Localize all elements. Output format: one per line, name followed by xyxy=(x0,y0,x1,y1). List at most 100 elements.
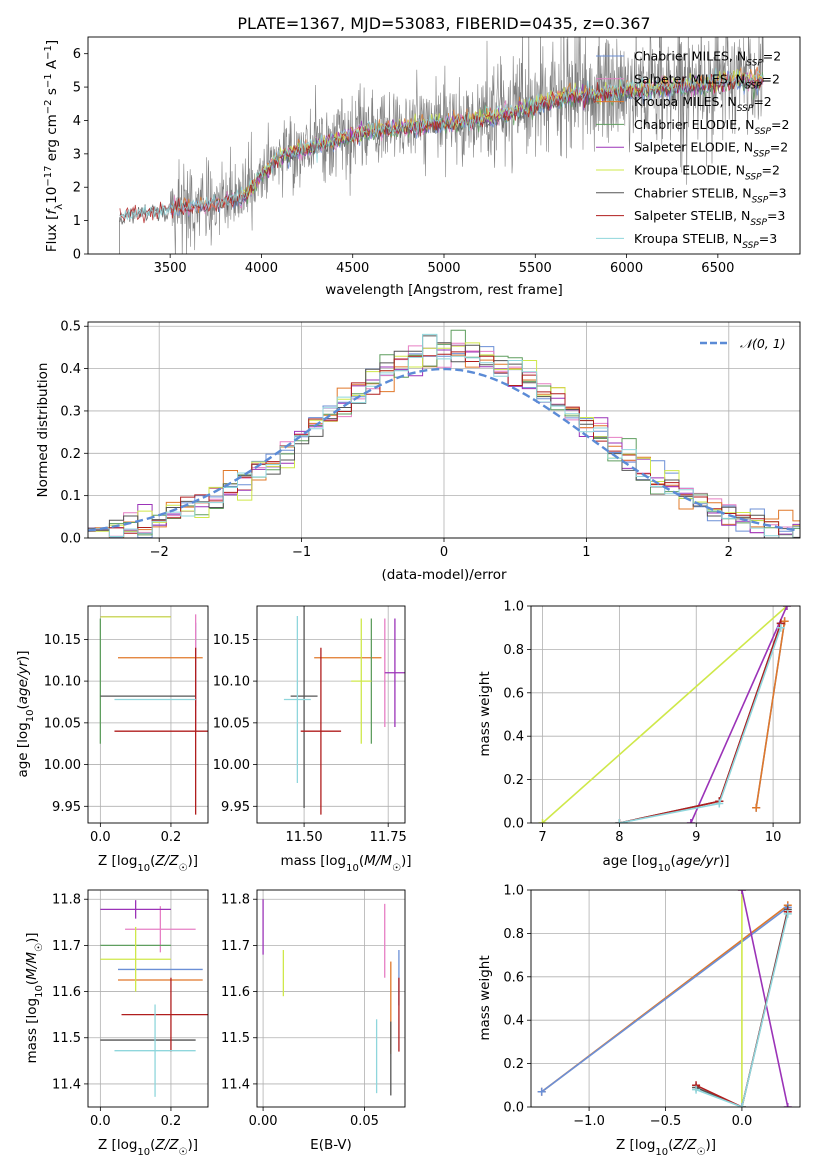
panel-3-plot-area xyxy=(99,614,208,815)
x-tick-label: 0.0 xyxy=(90,1114,111,1129)
weight-line-chabrier-stelib xyxy=(615,619,785,823)
label-part: 10 xyxy=(346,863,359,874)
weight-polyline xyxy=(695,913,789,1107)
legend-text: Salpeter MILES, N xyxy=(634,71,745,86)
legend-text: Salpeter STELIB, N xyxy=(634,208,750,223)
label-part: )] xyxy=(187,853,198,869)
x-tick-label: 0.2 xyxy=(161,1114,182,1129)
x-tick-label: 3500 xyxy=(154,261,187,276)
legend-text: =2 xyxy=(762,71,780,86)
label-part: f xyxy=(44,208,60,215)
y-tick-label: 5 xyxy=(73,81,81,96)
label-part: )] xyxy=(401,853,412,869)
legend-label-salpeter-stelib: Salpeter STELIB, NSSP=3 xyxy=(634,208,785,228)
label-part: 10 xyxy=(34,985,45,998)
label-part: ☉ xyxy=(392,863,401,874)
y-axis-label: Flux [fλ10−17 erg cm−2 s−1 A−1] xyxy=(43,40,65,252)
x-tick-label: 6000 xyxy=(610,261,643,276)
panel-7-plot-area xyxy=(262,899,400,1096)
x-tick-label: 5500 xyxy=(519,261,552,276)
label-part: ( xyxy=(15,704,31,709)
legend-text: =3 xyxy=(767,208,785,223)
legend-subscript: SSP xyxy=(746,59,763,69)
weight-line-chabrier-miles xyxy=(537,903,792,1096)
label-part: 10 xyxy=(655,1147,668,1158)
y-tick-label: 3 xyxy=(73,147,81,162)
label-part: (data-model)/error xyxy=(381,567,507,583)
label-part: ( xyxy=(24,980,40,985)
model-curve-kroupa-stelib xyxy=(119,67,764,221)
label-part: 10 xyxy=(137,1147,150,1158)
legend-text: Kroupa ELODIE, N xyxy=(634,163,745,178)
weight-polyline xyxy=(755,621,786,808)
legend-text: Chabrier STELIB, N xyxy=(634,185,752,200)
x-axis-label: age [log10(age/yr)] xyxy=(602,853,729,874)
errorbar-chabrier-stelib xyxy=(290,606,318,808)
x-tick-label: 10 xyxy=(765,830,782,845)
label-part: wavelength [Angstrom, rest frame] xyxy=(325,282,563,298)
x-tick-label: 4500 xyxy=(336,261,369,276)
y-tick-label: 0.3 xyxy=(60,404,81,419)
y-tick-label: 1.0 xyxy=(503,600,524,615)
legend-text: =2 xyxy=(763,49,781,64)
x-tick-label: 6500 xyxy=(701,261,734,276)
y-tick-label: 0.2 xyxy=(60,447,81,462)
y-tick-label: 4 xyxy=(73,114,81,129)
legend-label-kroupa-elodie: Kroupa ELODIE, NSSP=2 xyxy=(634,163,780,183)
label-part: ( xyxy=(668,1137,673,1153)
y-tick-label: 10.15 xyxy=(44,633,81,648)
panel-8-axes: −1.0 −0.5 0.0 0.0 0.2 0.4 0.6 0.8 1.0 Z [log10(Z/… xyxy=(477,884,801,1158)
weight-marker xyxy=(737,1103,746,1107)
x-tick-label: −1.0 xyxy=(573,1114,605,1129)
panel-6-frame xyxy=(87,889,209,1108)
y-tick-label: 0.1 xyxy=(60,489,81,504)
legend-subscript: SSP xyxy=(737,104,754,114)
label-part: age/yr xyxy=(676,853,721,869)
weight-polyline xyxy=(619,627,782,823)
label-part: ☉ xyxy=(696,1147,705,1158)
legend-label-salpeter-miles: Salpeter MILES, NSSP=2 xyxy=(634,71,780,91)
errorbar-salpeter-miles xyxy=(125,906,196,953)
x-axis-label: wavelength [Angstrom, rest frame] xyxy=(325,282,563,298)
legend-subscript: SSP xyxy=(742,241,759,251)
label-part: )] xyxy=(719,853,730,869)
y-tick-label: 0.2 xyxy=(503,773,524,788)
y-axis-label: mass [log10(M/M☉)] xyxy=(24,932,45,1063)
label-part: )] xyxy=(15,650,31,661)
y-axis-label: Normed distribution xyxy=(35,363,51,498)
y-tick-label: 9.95 xyxy=(221,800,250,815)
x-tick-label: 11.75 xyxy=(370,830,407,845)
y-tick-label: 11.7 xyxy=(52,939,81,954)
legend-label-chabrier-stelib: Chabrier STELIB, NSSP=3 xyxy=(634,185,787,205)
errorbar-salpeter-elodie xyxy=(100,900,171,919)
label-part: 10 xyxy=(137,863,150,874)
label-part: Flux [ xyxy=(44,215,60,253)
label-part: Z [log xyxy=(616,1137,655,1153)
y-tick-label: 6 xyxy=(73,47,81,62)
label-part: Normed distribution xyxy=(35,363,51,498)
panel-4-grid xyxy=(257,606,405,823)
y-tick-label: 11.5 xyxy=(52,1031,81,1046)
legend-subscript: SSP xyxy=(754,127,771,137)
weight-line-salpeter-stelib xyxy=(615,619,785,823)
label-part: s xyxy=(44,88,60,99)
label-part: E(B-V) xyxy=(310,1137,352,1153)
x-axis-label: (data-model)/error xyxy=(381,567,507,583)
legend-subscript: SSP xyxy=(752,195,769,205)
x-tick-label: 0.0 xyxy=(732,1114,753,1129)
panel-7-frame xyxy=(256,889,406,1108)
legend-text: Chabrier ELODIE, N xyxy=(634,117,754,132)
weight-polyline xyxy=(741,890,789,1107)
legend-text: =3 xyxy=(759,231,777,246)
legend-label-kroupa-stelib: Kroupa STELIB, NSSP=3 xyxy=(634,231,777,251)
errorbar-kroupa-stelib xyxy=(114,1004,196,1097)
label-part: M/M xyxy=(364,853,392,869)
y-tick-label: 10.00 xyxy=(44,758,81,773)
label-part: age/yr xyxy=(15,660,31,705)
weight-marker xyxy=(782,606,791,610)
label-part: −1 xyxy=(43,73,54,88)
label-part: ( xyxy=(150,853,155,869)
y-axis-label: mass weight xyxy=(477,671,493,756)
label-part: Z [log xyxy=(98,853,137,869)
